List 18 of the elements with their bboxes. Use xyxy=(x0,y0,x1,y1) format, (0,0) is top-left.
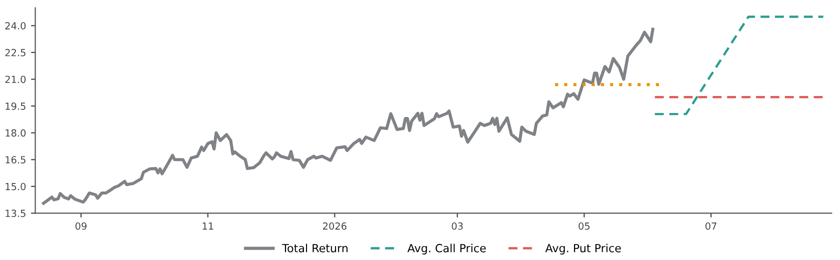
legend-label: Avg. Call Price xyxy=(407,244,486,254)
y-tick-label: 22.5 xyxy=(5,48,26,56)
x-tick-label: 07 xyxy=(705,222,716,230)
line-series xyxy=(42,28,654,205)
y-tick-label: 21.0 xyxy=(5,76,26,84)
y-tick-label: 15.0 xyxy=(6,182,26,190)
y-tick-label: 13.5 xyxy=(6,210,26,218)
x-tick-label: 2026 xyxy=(323,222,346,230)
x-tick-label: 03 xyxy=(452,222,463,230)
y-tick-label: 16.5 xyxy=(6,156,26,164)
legend-label: Total Return xyxy=(282,244,348,252)
x-tick-label: 11 xyxy=(202,222,214,230)
y-tick-label: 19.5 xyxy=(6,102,26,110)
x-tick-label: 09 xyxy=(75,222,87,230)
y-tick-label: 18.0 xyxy=(6,129,26,137)
x-tick-label: 05 xyxy=(578,222,590,230)
y-tick-label: 24.0 xyxy=(5,22,26,30)
legend-label: Avg. Put Price xyxy=(545,244,621,254)
